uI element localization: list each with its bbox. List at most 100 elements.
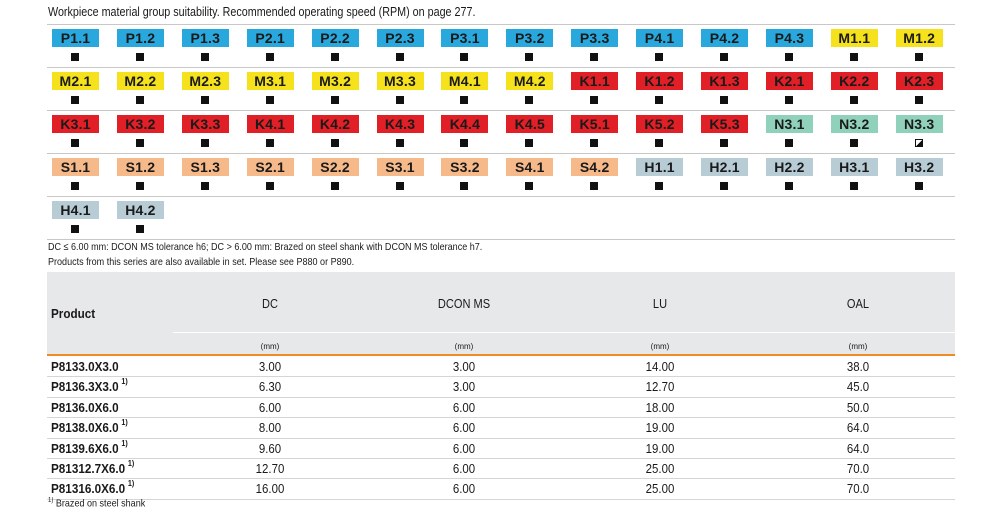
product-code-cell: P8138.0X6.0 1) (51, 418, 128, 436)
full-suitability-icon (784, 53, 793, 61)
oal-value: 64.0 (846, 440, 870, 456)
material-group-badge: H1.1 (636, 158, 684, 176)
material-group-cell: S2.2 (307, 156, 367, 194)
full-suitability-icon (655, 53, 664, 61)
material-group-badge: K1.2 (636, 72, 684, 90)
full-suitability-icon (525, 139, 534, 147)
material-group-cell: K2.2 (826, 70, 886, 108)
oal-value: 50.0 (846, 399, 870, 415)
material-group-grid: P1.1 P1.2 P1.3 P2.1 P2.2 P2.3 P3.1 P3.2 P3.3 P4.1… (47, 24, 955, 240)
tolerance-note: DC ≤ 6.00 mm: DCON MS tolerance h6; DC >… (48, 241, 483, 253)
oal-value: 70.0 (846, 460, 870, 476)
full-suitability-icon (265, 96, 274, 104)
full-suitability-icon (525, 182, 534, 190)
product-code: P8133.0X3.0 (51, 359, 119, 374)
material-group-cell: K2.1 (761, 70, 821, 108)
material-group-cell: K2.3 (891, 70, 951, 108)
full-suitability-icon (460, 182, 469, 190)
product-code: P8139.6X6.0 (51, 440, 119, 456)
footnote-ref: 1) (121, 377, 128, 387)
product-code: P8138.0X6.0 (51, 420, 119, 436)
lu-value: 19.00 (645, 440, 675, 456)
material-group-badge: M4.2 (506, 72, 554, 90)
material-group-cell: M1.2 (891, 27, 951, 65)
full-suitability-icon (914, 182, 923, 190)
dcon-value: 6.00 (452, 440, 476, 456)
material-group-badge: N3.3 (895, 115, 943, 133)
material-group-cell: K5.3 (696, 113, 756, 151)
material-group-cell: K4.2 (307, 113, 367, 151)
material-group-cell: P2.1 (242, 27, 302, 65)
full-suitability-icon (330, 96, 339, 104)
material-group-cell: N3.2 (826, 113, 886, 151)
table-row: P8138.0X6.0 1) 8.00 6.00 19.00 64.0 (47, 418, 955, 439)
material-group-badge: M4.1 (441, 72, 489, 90)
full-suitability-icon (135, 182, 144, 190)
material-group-badge: K4.1 (246, 115, 294, 133)
material-group-cell: K1.1 (566, 70, 626, 108)
material-group-cell: M2.1 (47, 70, 107, 108)
full-suitability-icon (849, 96, 858, 104)
material-group-row: P1.1 P1.2 P1.3 P2.1 P2.2 P2.3 P3.1 P3.2 P3.3 P4.1… (47, 24, 955, 67)
material-group-badge: P1.3 (181, 29, 229, 47)
full-suitability-icon (720, 182, 728, 190)
dc-value: 16.00 (255, 481, 285, 497)
product-code-cell: P81316.0X6.0 1) (51, 479, 134, 496)
material-group-badge: N3.2 (830, 115, 878, 133)
material-group-cell: K4.5 (501, 113, 561, 151)
dcon-column-header: DCON MS (437, 296, 491, 311)
full-suitability-icon (265, 53, 274, 61)
full-suitability-icon (590, 139, 599, 147)
material-group-badge: P3.3 (571, 29, 619, 47)
material-group-badge: H4.2 (116, 201, 164, 219)
oal-value: 38.0 (846, 359, 870, 374)
oal-column-header: OAL (846, 296, 870, 311)
table-row: P8133.0X3.0 3.00 3.00 14.00 38.0 (47, 357, 955, 378)
material-group-cell: M2.3 (177, 70, 237, 108)
material-group-badge: S4.1 (506, 158, 554, 176)
material-group-cell: S4.2 (566, 156, 626, 194)
oal-value: 64.0 (846, 420, 870, 436)
material-group-cell: S1.1 (47, 156, 107, 194)
full-suitability-icon (784, 139, 793, 147)
material-group-cell: K5.1 (566, 113, 626, 151)
footnote-ref: 1) (121, 438, 128, 448)
material-group-cell: K4.1 (242, 113, 302, 151)
table-row: P81316.0X6.0 1) 16.00 6.00 25.00 70.0 (47, 479, 955, 500)
material-group-badge: S4.2 (571, 158, 619, 176)
material-group-cell: H1.1 (631, 156, 691, 194)
material-group-badge: M2.2 (116, 72, 164, 90)
material-group-cell: K5.2 (631, 113, 691, 151)
material-group-cell: P4.3 (761, 27, 821, 65)
dcon-unit: (mm) (454, 342, 474, 351)
full-suitability-icon (200, 53, 209, 61)
material-group-badge: H3.1 (830, 158, 878, 176)
material-group-cell: P2.2 (307, 27, 367, 65)
footnote-text: Brazed on steel shank (55, 497, 146, 510)
material-group-badge: P2.1 (246, 29, 294, 47)
lu-column-header: LU (652, 296, 668, 311)
full-suitability-icon (720, 53, 728, 61)
material-group-cell: S3.1 (372, 156, 432, 194)
material-group-cell: K1.3 (696, 70, 756, 108)
material-group-badge: M3.3 (376, 72, 424, 90)
material-group-badge: H3.2 (895, 158, 943, 176)
oal-value: 70.0 (846, 481, 870, 497)
material-group-cell: K3.1 (47, 113, 107, 151)
material-group-cell: P3.2 (501, 27, 561, 65)
oal-value: 45.0 (846, 379, 870, 395)
product-code-cell: P81312.7X6.0 1) (51, 459, 134, 476)
full-suitability-icon (135, 53, 144, 61)
material-group-cell: S3.2 (436, 156, 496, 194)
full-suitability-icon (784, 182, 793, 190)
full-suitability-icon (914, 96, 923, 104)
lu-value: 19.00 (645, 420, 675, 436)
material-group-cell: K3.2 (112, 113, 172, 151)
material-group-badge: K3.3 (181, 115, 229, 133)
material-group-cell: H3.1 (826, 156, 886, 194)
full-suitability-icon (525, 53, 534, 61)
product-code-cell: P8139.6X6.0 1) (51, 438, 128, 456)
full-suitability-icon (460, 139, 469, 147)
full-suitability-icon (655, 139, 664, 147)
dcon-value: 3.00 (452, 359, 476, 374)
